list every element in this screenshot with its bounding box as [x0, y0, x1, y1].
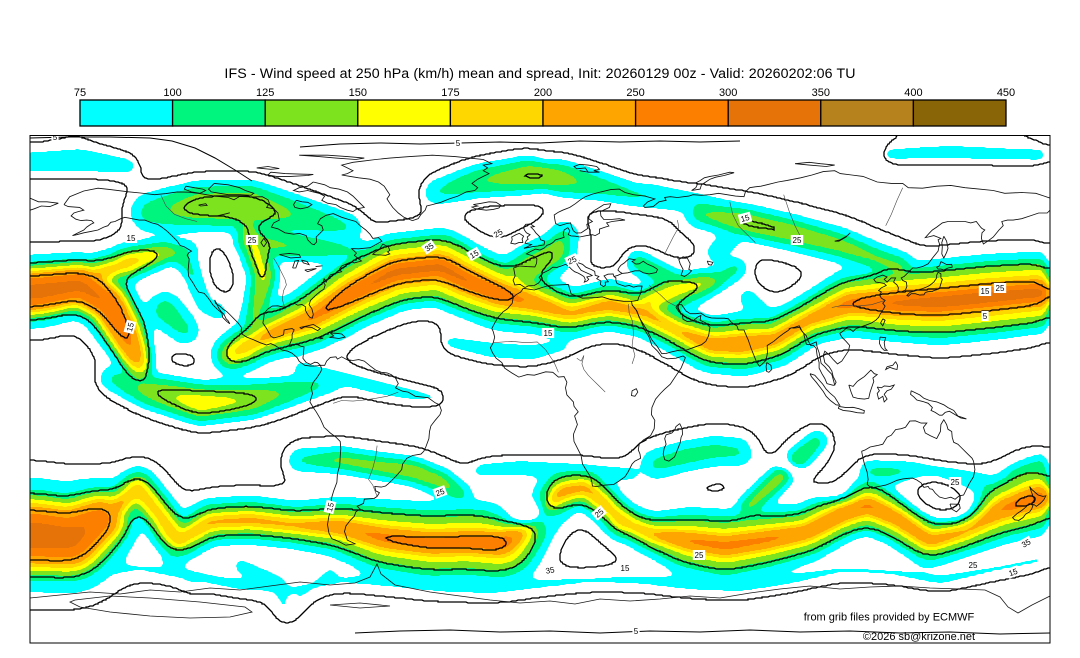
svg-text:125: 125	[256, 87, 274, 99]
svg-text:25: 25	[996, 284, 1005, 293]
svg-text:75: 75	[74, 87, 86, 99]
svg-text:25: 25	[951, 478, 960, 487]
svg-text:25: 25	[248, 236, 257, 245]
svg-text:15: 15	[740, 213, 751, 224]
svg-text:300: 300	[719, 87, 737, 99]
svg-text:25: 25	[969, 561, 978, 570]
svg-text:©2026 sb@krizone.net: ©2026 sb@krizone.net	[863, 631, 975, 643]
svg-text:25: 25	[566, 254, 578, 266]
svg-text:15: 15	[621, 564, 630, 573]
svg-text:350: 350	[812, 87, 830, 99]
svg-text:15: 15	[981, 287, 990, 296]
svg-text:15: 15	[1007, 567, 1019, 579]
svg-text:35: 35	[545, 565, 556, 576]
svg-text:25: 25	[793, 236, 802, 245]
svg-text:5: 5	[634, 627, 639, 636]
svg-text:100: 100	[163, 87, 181, 99]
svg-text:450: 450	[997, 87, 1015, 99]
svg-text:15: 15	[127, 234, 136, 243]
svg-text:400: 400	[904, 87, 922, 99]
svg-text:15: 15	[325, 501, 336, 512]
svg-text:200: 200	[534, 87, 552, 99]
svg-text:IFS - Wind speed at 250 hPa (k: IFS - Wind speed at 250 hPa (km/h) mean …	[224, 66, 855, 82]
svg-text:175: 175	[441, 87, 459, 99]
svg-text:5: 5	[983, 312, 988, 321]
svg-text:5: 5	[456, 139, 461, 148]
svg-text:25: 25	[434, 487, 446, 499]
svg-text:15: 15	[125, 321, 136, 332]
svg-text:25: 25	[695, 551, 704, 560]
svg-text:15: 15	[544, 329, 553, 338]
svg-text:5: 5	[53, 133, 58, 142]
svg-text:150: 150	[349, 87, 367, 99]
svg-text:250: 250	[626, 87, 644, 99]
svg-text:from grib files provided by EC: from grib files provided by ECMWF	[804, 612, 975, 624]
